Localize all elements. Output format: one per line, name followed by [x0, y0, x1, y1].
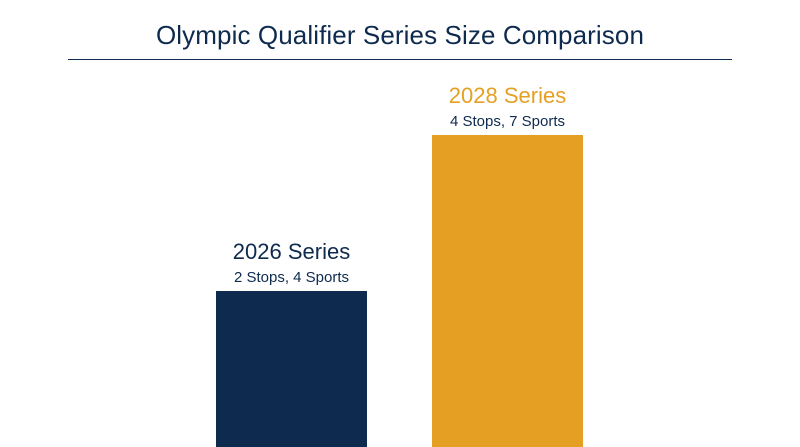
bar-2026-series: [216, 291, 367, 447]
bar-detail-label: 4 Stops, 7 Sports: [450, 113, 565, 130]
bar-label: 2026 Series: [233, 239, 350, 264]
bar-label: 2028 Series: [449, 83, 566, 108]
chart-title: Olympic Qualifier Series Size Comparison: [155, 20, 645, 50]
bar-2028-series: [432, 135, 583, 447]
bar-detail-label: 2 Stops, 4 Sports: [234, 269, 349, 286]
title-divider: [68, 59, 732, 60]
